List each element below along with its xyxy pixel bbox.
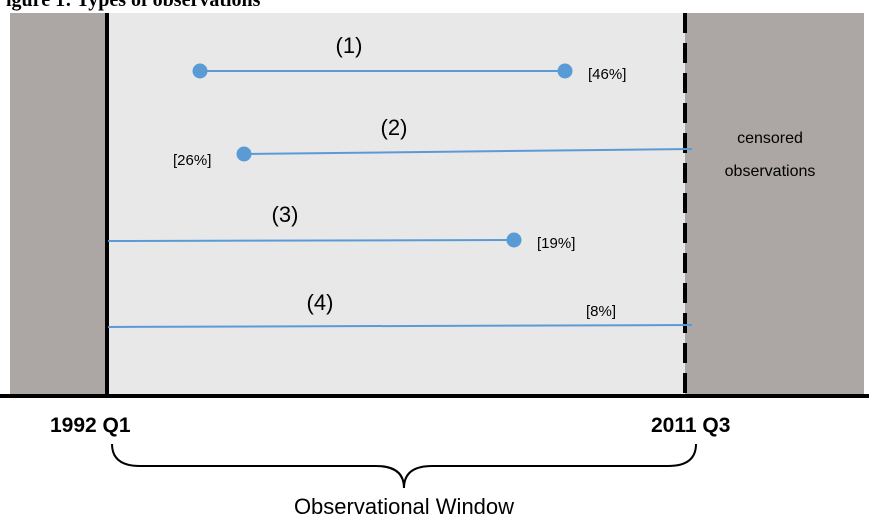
observation-1: (1) [46%] <box>192 33 626 83</box>
observation-2-start-point <box>236 146 252 162</box>
observation-4-line <box>107 324 693 328</box>
observation-1-start-point <box>192 63 208 79</box>
observation-1-end-point <box>557 63 573 79</box>
censored-note-line-2: observations <box>725 163 816 180</box>
observation-3-end-point <box>506 232 522 248</box>
observation-4: (4) [8%] <box>107 290 693 328</box>
observation-3-share: [19%] <box>537 235 575 252</box>
observation-2-share: [26%] <box>173 152 211 169</box>
censored-note-line-1: censored <box>737 130 803 147</box>
pre-window-region <box>10 13 107 395</box>
observation-2-line <box>243 148 693 155</box>
post-window-region <box>685 13 864 395</box>
observational-window-label: Observational Window <box>294 494 514 518</box>
window-end-label: 2011 Q3 <box>651 414 730 437</box>
figure-title: igure 1: Types of observations <box>6 0 261 11</box>
observation-3-label: (3) <box>272 202 299 227</box>
observation-4-label: (4) <box>307 290 334 315</box>
observation-3-line <box>107 239 515 242</box>
observation-1-label: (1) <box>336 33 363 58</box>
observational-window-brace <box>111 443 697 489</box>
observation-3: (3) [19%] <box>107 202 575 252</box>
observation-1-share: [46%] <box>588 66 626 83</box>
window-start-label: 1992 Q1 <box>50 414 131 437</box>
observation-2: (2) [26%] <box>173 115 693 169</box>
observation-2-label: (2) <box>381 115 408 140</box>
observation-4-share: [8%] <box>586 303 616 320</box>
